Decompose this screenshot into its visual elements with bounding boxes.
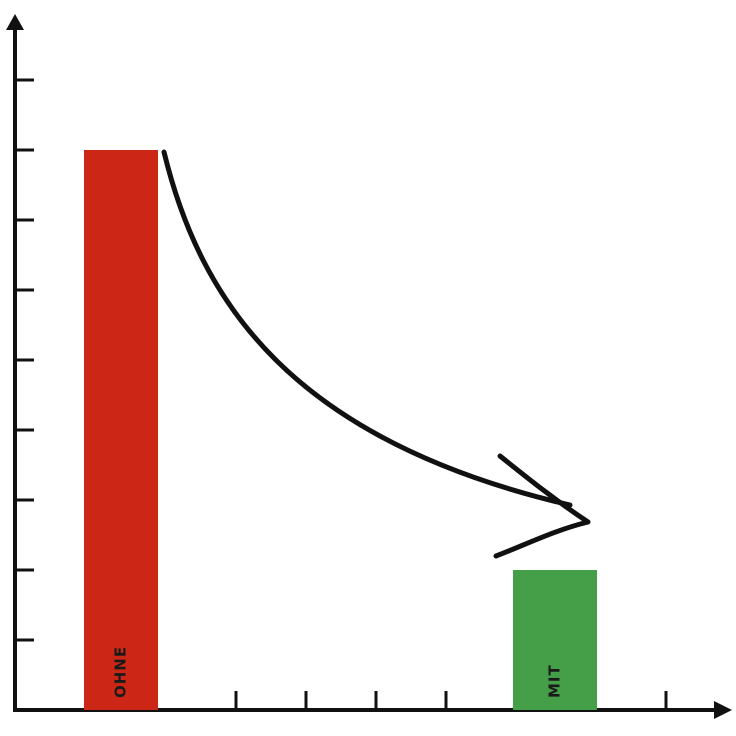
bar-label: MIT xyxy=(546,664,564,698)
bar xyxy=(513,570,597,710)
bar-label: OHNE xyxy=(112,646,130,698)
bar xyxy=(84,150,158,710)
x-axis-arrow xyxy=(714,701,732,719)
plot: OHNE MIT xyxy=(15,78,597,710)
y-axis-arrow xyxy=(6,14,24,30)
trend-arrow-head xyxy=(493,453,591,559)
trend-arrow xyxy=(161,149,573,508)
